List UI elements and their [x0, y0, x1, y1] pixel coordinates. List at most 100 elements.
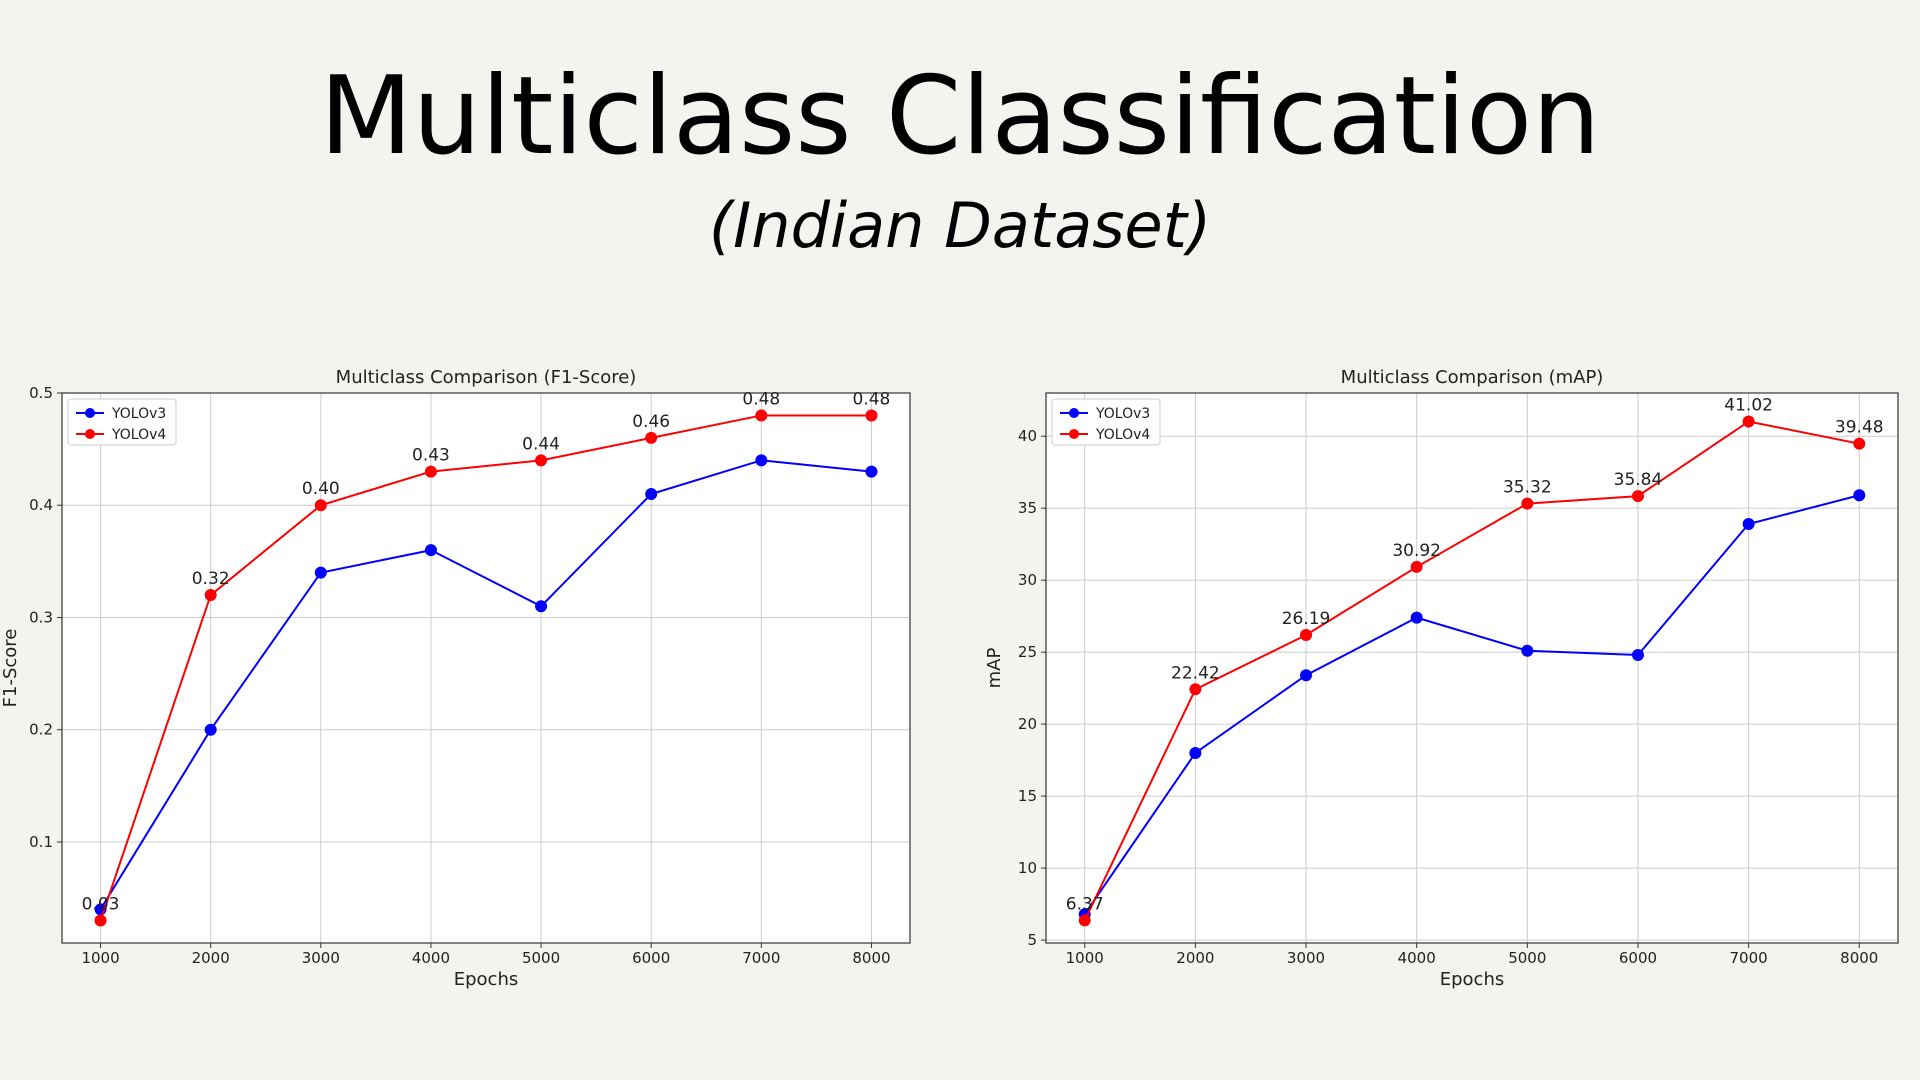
data-point-yolov4	[204, 589, 217, 602]
x-tick-label: 4000	[1398, 949, 1436, 967]
y-tick-label: 0.3	[29, 608, 53, 626]
data-point-yolov3	[1189, 746, 1202, 759]
data-point-yolov4	[1300, 629, 1313, 642]
data-point-yolov3	[314, 566, 327, 579]
y-tick-label: 30	[1018, 571, 1037, 589]
data-point-yolov3	[865, 465, 878, 478]
series-line-yolov4	[1083, 420, 1860, 921]
data-point-yolov4	[535, 454, 548, 467]
chart-title: Multiclass Comparison (F1-Score)	[336, 367, 637, 388]
y-tick-label: 35	[1018, 499, 1037, 517]
x-tick-label: 1000	[1066, 949, 1104, 967]
data-point-yolov3	[1300, 669, 1313, 682]
data-label: 26.19	[1282, 609, 1331, 629]
data-label: 0.44	[522, 434, 560, 454]
data-point-yolov3	[1521, 644, 1534, 657]
x-tick-label: 5000	[1508, 949, 1546, 967]
series-line-yolov3	[99, 459, 872, 910]
y-tick-label: 0.2	[29, 721, 53, 739]
data-label: 41.02	[1724, 396, 1773, 416]
legend-label: YOLOv3	[111, 406, 166, 422]
data-point-yolov3	[645, 488, 658, 501]
y-tick-label: 25	[1018, 643, 1037, 661]
data-label: 6.37	[1066, 894, 1104, 914]
data-point-yolov3	[1631, 649, 1644, 662]
data-point-yolov4	[94, 914, 107, 927]
chart-title: Multiclass Comparison (mAP)	[1341, 367, 1604, 388]
legend-label: YOLOv4	[1095, 427, 1150, 443]
data-label: 0.32	[192, 569, 230, 589]
data-point-yolov3	[424, 544, 437, 557]
y-tick-label: 20	[1018, 715, 1037, 733]
x-axis-label: Epochs	[1440, 969, 1505, 990]
data-label: 0.48	[853, 389, 891, 409]
series-line-yolov3	[1083, 494, 1860, 915]
x-tick-label: 7000	[1730, 949, 1768, 967]
x-tick-label: 2000	[192, 949, 230, 967]
slide-title: Multiclass Classification	[319, 54, 1601, 179]
y-axis-label: F1-Score	[0, 629, 21, 708]
data-point-yolov4	[1410, 560, 1423, 573]
y-tick-label: 5	[1027, 931, 1037, 949]
data-point-yolov4	[1078, 914, 1091, 927]
data-label: 35.32	[1503, 478, 1552, 498]
data-point-yolov3	[1853, 489, 1866, 502]
y-tick-label: 10	[1018, 859, 1037, 877]
x-tick-label: 3000	[1287, 949, 1325, 967]
x-tick-label: 3000	[302, 949, 340, 967]
x-tick-label: 8000	[852, 949, 890, 967]
x-tick-label: 8000	[1840, 949, 1878, 967]
y-tick-label: 15	[1018, 787, 1037, 805]
plot-area	[62, 393, 910, 943]
data-point-yolov3	[1742, 518, 1755, 531]
data-point-yolov4	[1853, 437, 1866, 450]
data-point-yolov3	[1410, 611, 1423, 624]
data-label: 35.84	[1614, 470, 1663, 490]
data-point-yolov4	[1521, 497, 1534, 510]
data-label: 0.43	[412, 446, 450, 466]
x-axis-label: Epochs	[454, 969, 519, 990]
plot-frame	[1045, 392, 1899, 944]
data-point-yolov4	[645, 431, 658, 444]
x-tick-label: 1000	[81, 949, 119, 967]
legend-swatch-marker	[85, 408, 95, 418]
x-tick-label: 7000	[742, 949, 780, 967]
plot-frame	[61, 392, 911, 944]
data-point-yolov3	[535, 600, 548, 613]
x-tick-label: 6000	[632, 949, 670, 967]
data-point-yolov4	[1189, 683, 1202, 696]
data-point-yolov4	[865, 409, 878, 422]
data-label: 0.03	[82, 895, 120, 915]
y-axis-label: mAP	[984, 648, 1005, 689]
data-point-yolov3	[755, 454, 768, 467]
data-label: 0.48	[742, 389, 780, 409]
legend-label: YOLOv4	[111, 427, 166, 443]
data-label: 30.92	[1392, 541, 1441, 561]
y-tick-label: 40	[1018, 427, 1037, 445]
legend-swatch-marker	[85, 429, 95, 439]
map-chart: 1000 2000 3000 4000 5000 6000 7000 8000 5 10 15 20 2…	[984, 367, 1899, 990]
legend-swatch-marker	[1069, 429, 1079, 439]
x-tick-label: 2000	[1176, 949, 1214, 967]
data-point-yolov4	[314, 499, 327, 512]
slide-subtitle: (Indian Dataset)	[708, 189, 1212, 262]
f1-score-chart: 1000 2000 3000 4000 5000 6000 7000 8000 0.1 0.2 0.…	[0, 367, 911, 990]
legend-swatch-marker	[1069, 408, 1079, 418]
series-line-yolov4	[99, 414, 872, 921]
data-label: 0.40	[302, 479, 340, 499]
data-point-yolov3	[204, 723, 217, 736]
legend-label: YOLOv3	[1095, 406, 1150, 422]
data-label: 22.42	[1171, 663, 1220, 683]
x-tick-label: 6000	[1619, 949, 1657, 967]
x-tick-label: 5000	[522, 949, 560, 967]
data-point-yolov4	[755, 409, 768, 422]
data-label: 39.48	[1835, 418, 1884, 438]
y-tick-label: 0.5	[29, 384, 53, 402]
data-point-yolov4	[424, 465, 437, 478]
plot-area	[1046, 393, 1898, 943]
data-point-yolov4	[1742, 415, 1755, 428]
y-tick-label: 0.4	[29, 496, 53, 514]
y-tick-label: 0.1	[29, 833, 53, 851]
x-tick-label: 4000	[412, 949, 450, 967]
data-point-yolov4	[1631, 490, 1644, 503]
